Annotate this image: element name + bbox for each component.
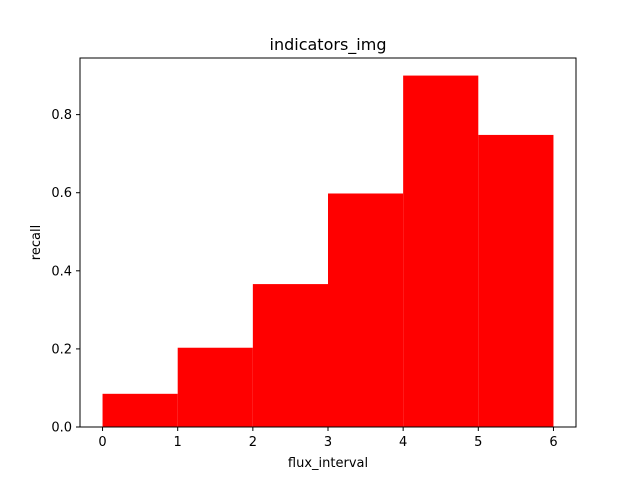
chart-title: indicators_img (270, 35, 387, 55)
x-tick-label-0: 0 (98, 435, 106, 450)
x-tick-label-1: 1 (174, 435, 182, 450)
y-tick-label-2: 0.4 (51, 264, 72, 279)
bar-bin-0 (102, 393, 178, 427)
y-axis-ticks: 0.0 0.2 0.4 0.6 0.8 (51, 108, 80, 436)
bar-bin-1 (177, 347, 253, 427)
bar-bin-5 (478, 134, 554, 427)
x-axis-ticks: 0 1 2 3 4 5 6 (98, 427, 558, 450)
x-tick-label-2: 2 (249, 435, 257, 450)
bars-layer (102, 75, 554, 428)
y-tick-label-4: 0.8 (51, 108, 72, 123)
x-axis-label: flux_interval (288, 456, 368, 471)
bar-bin-4 (403, 75, 479, 428)
y-tick-label-0: 0.0 (51, 421, 72, 436)
y-tick-label-3: 0.6 (51, 186, 72, 201)
x-tick-label-4: 4 (399, 435, 407, 450)
x-tick-label-3: 3 (324, 435, 332, 450)
bar-bin-3 (328, 193, 404, 427)
bar-bin-2 (252, 284, 328, 427)
x-tick-label-6: 6 (549, 435, 557, 450)
y-tick-label-1: 0.2 (51, 342, 72, 357)
y-axis-label: recall (29, 225, 44, 260)
x-tick-label-5: 5 (474, 435, 482, 450)
